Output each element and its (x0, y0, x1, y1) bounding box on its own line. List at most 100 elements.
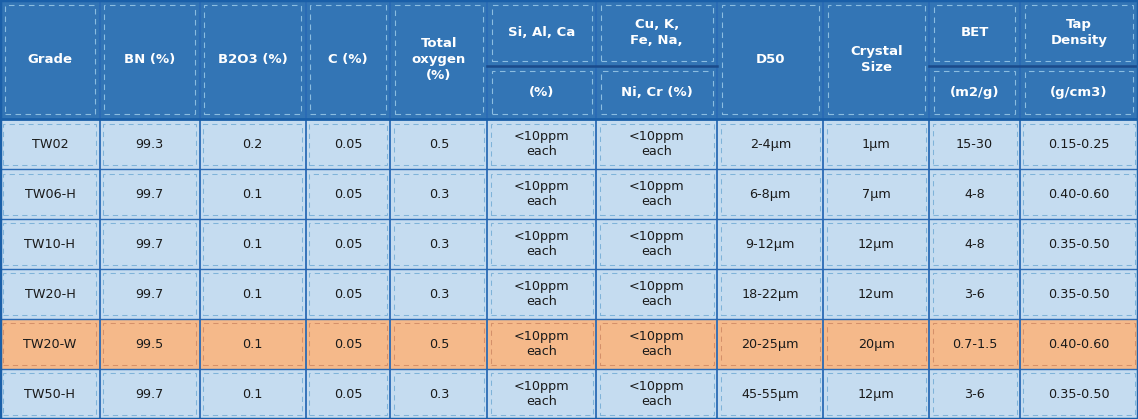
Text: 3-6: 3-6 (964, 388, 984, 401)
Text: <10ppm
each: <10ppm each (629, 380, 685, 408)
Bar (1023, 223, 1135, 265)
Text: 0.5: 0.5 (429, 138, 450, 151)
Text: 0.1: 0.1 (242, 388, 263, 401)
Bar (932, 323, 1016, 365)
Text: 0.3: 0.3 (429, 188, 450, 201)
Bar (204, 223, 303, 265)
Text: 20-25μm: 20-25μm (742, 338, 799, 351)
Text: <10ppm
each: <10ppm each (514, 280, 570, 308)
Bar (1023, 173, 1135, 215)
Bar (205, 5, 302, 114)
Text: <10ppm
each: <10ppm each (629, 180, 685, 208)
Bar (720, 124, 819, 165)
Bar (721, 5, 818, 114)
Text: 99.3: 99.3 (135, 138, 164, 151)
Bar (104, 373, 197, 415)
Text: 7μm: 7μm (861, 188, 891, 201)
Bar (394, 323, 484, 365)
Bar (600, 373, 714, 415)
Bar (394, 373, 484, 415)
Text: 0.05: 0.05 (333, 238, 362, 251)
Text: (%): (%) (529, 86, 554, 99)
Bar (394, 173, 484, 215)
Bar (490, 323, 593, 365)
Bar (490, 274, 593, 315)
Bar (720, 274, 819, 315)
Text: 0.1: 0.1 (242, 338, 263, 351)
Text: TW20-H: TW20-H (25, 288, 75, 301)
Text: 9-12μm: 9-12μm (745, 238, 795, 251)
Text: 0.05: 0.05 (333, 338, 362, 351)
Bar (826, 373, 925, 415)
Bar (204, 373, 303, 415)
Bar (932, 373, 1016, 415)
Text: 0.3: 0.3 (429, 288, 450, 301)
Bar (310, 373, 387, 415)
Bar (204, 274, 303, 315)
Bar (310, 173, 387, 215)
Text: <10ppm
each: <10ppm each (629, 130, 685, 158)
Bar (1023, 124, 1135, 165)
Bar (826, 274, 925, 315)
Text: 0.3: 0.3 (429, 388, 450, 401)
Bar (104, 173, 197, 215)
Bar (0, 219, 1138, 269)
Text: BET: BET (960, 26, 989, 39)
Bar (3, 323, 97, 365)
Bar (104, 274, 197, 315)
Text: TW02: TW02 (32, 138, 68, 151)
Bar (104, 323, 197, 365)
Bar (3, 173, 97, 215)
Bar (1024, 71, 1133, 114)
Text: 0.05: 0.05 (333, 388, 362, 401)
Bar (204, 124, 303, 165)
Bar (932, 173, 1016, 215)
Bar (601, 71, 712, 114)
Bar (310, 274, 387, 315)
Bar (826, 173, 925, 215)
Bar (204, 173, 303, 215)
Text: 12um: 12um (858, 288, 894, 301)
Text: <10ppm
each: <10ppm each (629, 330, 685, 358)
Text: <10ppm
each: <10ppm each (514, 180, 570, 208)
Text: Si, Al, Ca: Si, Al, Ca (509, 26, 576, 39)
Text: Total
oxygen
(%): Total oxygen (%) (412, 37, 465, 82)
Text: (g/cm3): (g/cm3) (1050, 86, 1107, 99)
Bar (932, 274, 1016, 315)
Text: 99.7: 99.7 (135, 388, 164, 401)
Text: 15-30: 15-30 (956, 138, 993, 151)
Bar (3, 373, 97, 415)
Bar (826, 124, 925, 165)
Text: 12μm: 12μm (858, 388, 894, 401)
Bar (0, 369, 1138, 419)
Text: 99.5: 99.5 (135, 338, 164, 351)
Text: Crystal
Size: Crystal Size (850, 45, 902, 74)
Text: 0.7-1.5: 0.7-1.5 (951, 338, 997, 351)
Bar (600, 223, 714, 265)
Bar (0, 319, 1138, 369)
Text: <10ppm
each: <10ppm each (514, 230, 570, 258)
Text: 99.7: 99.7 (135, 188, 164, 201)
Text: 0.35-0.50: 0.35-0.50 (1048, 388, 1110, 401)
Text: 0.35-0.50: 0.35-0.50 (1048, 288, 1110, 301)
Text: 0.40-0.60: 0.40-0.60 (1048, 338, 1110, 351)
Bar (105, 5, 196, 114)
Bar (394, 274, 484, 315)
Text: 18-22μm: 18-22μm (742, 288, 799, 301)
Bar (311, 5, 386, 114)
Bar (0, 119, 1138, 169)
Text: 12μm: 12μm (858, 238, 894, 251)
Text: Cu, K,
Fe, Na,: Cu, K, Fe, Na, (630, 18, 683, 47)
Bar (932, 223, 1016, 265)
Text: 1μm: 1μm (861, 138, 891, 151)
Bar (1023, 373, 1135, 415)
Bar (5, 5, 96, 114)
Text: 0.1: 0.1 (242, 188, 263, 201)
Bar (1023, 274, 1135, 315)
Bar (720, 223, 819, 265)
Bar (932, 124, 1016, 165)
Bar (492, 71, 592, 114)
Text: 99.7: 99.7 (135, 288, 164, 301)
Bar (310, 323, 387, 365)
Text: <10ppm
each: <10ppm each (629, 280, 685, 308)
